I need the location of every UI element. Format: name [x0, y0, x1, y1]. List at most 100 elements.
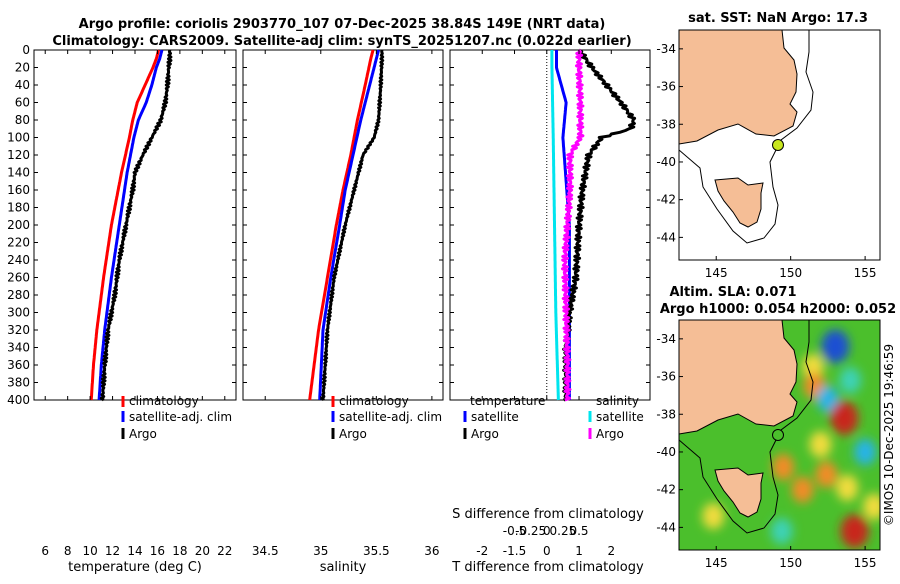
- salinity-xlabel: salinity: [320, 560, 367, 575]
- x-tick-label: 6: [41, 544, 49, 558]
- figure-title-line1: Argo profile: coriolis 2903770_107 07-De…: [79, 17, 606, 32]
- x-tick-label: 22: [217, 544, 232, 558]
- depth-tick-label: 0: [22, 43, 30, 57]
- depth-tick-label: 360: [7, 358, 30, 372]
- x-tick-label: 2: [607, 544, 615, 558]
- sla-anomaly-blob: [863, 493, 880, 520]
- s-tick-label: 0: [543, 524, 551, 538]
- map-y-tick-label: -36: [656, 370, 676, 384]
- sst-map-title: sat. SST: NaN Argo: 17.3: [688, 11, 868, 26]
- legend-label-s-argo: Argo: [596, 427, 624, 441]
- legend-label-climatology: climatology: [129, 394, 199, 408]
- legend-title-salinity: salinity: [596, 394, 639, 408]
- difference-xlabel-top: S difference from climatology: [452, 507, 644, 522]
- sla-anomaly-blob: [770, 517, 793, 545]
- depth-tick-label: 260: [7, 271, 30, 285]
- map-x-tick-label: 145: [705, 556, 728, 570]
- depth-tick-label: 20: [15, 61, 30, 75]
- series-line-satellite-adj-clim: [318, 49, 381, 401]
- sla-map-title-line2: Argo h1000: 0.054 h2000: 0.052: [660, 302, 896, 317]
- depth-tick-label: 280: [7, 288, 30, 302]
- series-line-climatology: [89, 49, 161, 401]
- x-tick-label: 14: [127, 544, 142, 558]
- map-x-tick-label: 155: [854, 266, 877, 280]
- map-y-tick-label: -38: [656, 117, 676, 131]
- map-y-tick-label: -36: [656, 80, 676, 94]
- depth-tick-label: 340: [7, 341, 30, 355]
- sla-mainland: [679, 320, 798, 435]
- depth-tick-label: 120: [7, 148, 30, 162]
- map-x-tick-label: 150: [779, 556, 802, 570]
- depth-tick-label: 240: [7, 253, 30, 267]
- temperature-xlabel: temperature (deg C): [68, 560, 202, 575]
- sst-tasmania: [714, 177, 764, 228]
- depth-tick-label: 200: [7, 218, 30, 232]
- sst-map-ticks: 145 150 155 -34 -36 -38 -40 -42 -44: [656, 42, 876, 280]
- legend-title-temperature: temperature: [470, 394, 545, 408]
- x-tick-label: 1: [575, 544, 583, 558]
- depth-tick-label: 320: [7, 323, 30, 337]
- map-y-tick-label: -40: [656, 155, 676, 169]
- x-tick-label: 16: [150, 544, 165, 558]
- map-y-tick-label: -40: [656, 445, 676, 459]
- salinity-axes: [242, 49, 444, 401]
- sla-anomaly-blob: [839, 367, 862, 394]
- temperature-series: [89, 49, 173, 402]
- salinity-legend: climatology satellite-adj. clim Argo: [331, 394, 442, 441]
- sla-map-title-line1: Altim. SLA: 0.071: [670, 285, 797, 300]
- series-line-satellite-adj-clim: [97, 49, 164, 401]
- sla-anomaly-blob: [809, 431, 832, 458]
- depth-tick-label: 220: [7, 236, 30, 250]
- sla-map-ticks: 145 150 155 -34 -36 -38 -40 -42 -44: [656, 332, 876, 570]
- depth-tick-label: 300: [7, 306, 30, 320]
- sla-profile-marker: [772, 429, 784, 441]
- x-tick-label: 36: [424, 544, 439, 558]
- legend-label-satellite: satellite-adj. clim: [129, 410, 232, 424]
- sla-anomaly-blob: [854, 438, 877, 466]
- sla-tasmania: [714, 467, 764, 518]
- s-tick-label: 0.5: [569, 524, 588, 538]
- difference-series: [546, 48, 637, 402]
- temperature-legend: climatology satellite-adj. clim Argo: [121, 394, 232, 441]
- sst-map: [679, 30, 880, 260]
- sla-anomaly-blob: [840, 514, 869, 548]
- sst-shelf-contour: [679, 30, 814, 244]
- depth-tick-label: 400: [7, 393, 30, 407]
- map-x-tick-label: 150: [779, 266, 802, 280]
- map-y-tick-label: -34: [656, 42, 676, 56]
- depth-tick-label: 40: [15, 78, 30, 92]
- depth-tick-label: 140: [7, 166, 30, 180]
- temperature-axes: [33, 49, 237, 401]
- x-tick-label: 12: [105, 544, 120, 558]
- diff-line-s-argo: [561, 49, 585, 402]
- sla-map-frame: [678, 319, 881, 551]
- map-y-tick-label: -42: [656, 193, 676, 207]
- series-line-argo: [320, 49, 385, 402]
- depth-axis: 0 20 40 60 80 100 120 140 160 180 200 220 240 260 280 3…: [7, 43, 650, 407]
- sla-anomaly-blob: [830, 401, 859, 435]
- depth-tick-label: 380: [7, 376, 30, 390]
- x-tick-label: -2: [476, 544, 488, 558]
- map-x-tick-label: 145: [705, 266, 728, 280]
- depth-tick-label: 60: [15, 96, 30, 110]
- sla-anomaly-blob: [836, 474, 859, 501]
- depth-tick-label: 160: [7, 183, 30, 197]
- imos-timestamp: ©IMOS 10-Dec-2025 19:46:59: [882, 344, 896, 526]
- map-y-tick-label: -44: [656, 520, 676, 534]
- depth-tick-label: 100: [7, 131, 30, 145]
- sla-anomaly-blob: [791, 476, 814, 503]
- x-tick-label: 8: [64, 544, 72, 558]
- difference-legend: temperature satellite Argo salinity sate…: [463, 394, 644, 441]
- x-tick-label: -1.5: [503, 544, 526, 558]
- s-tick-label: 0.25: [550, 524, 577, 538]
- series-line-argo: [99, 49, 173, 402]
- map-x-tick-label: 155: [854, 556, 877, 570]
- sla-anomaly-blob: [772, 453, 795, 481]
- map-y-tick-label: -34: [656, 332, 676, 346]
- sla-map: [679, 320, 880, 550]
- legend-label-argo: Argo: [339, 427, 367, 441]
- x-tick-label: 20: [195, 544, 210, 558]
- x-tick-label: 34.5: [252, 544, 279, 558]
